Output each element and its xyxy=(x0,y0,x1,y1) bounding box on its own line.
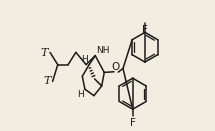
Text: F: F xyxy=(130,118,136,128)
Text: NH: NH xyxy=(96,46,110,55)
Text: T: T xyxy=(43,76,51,86)
Text: H: H xyxy=(77,90,84,99)
Text: T: T xyxy=(41,48,48,58)
Text: O: O xyxy=(112,62,120,72)
Text: F: F xyxy=(142,25,148,35)
Text: H: H xyxy=(81,55,88,64)
